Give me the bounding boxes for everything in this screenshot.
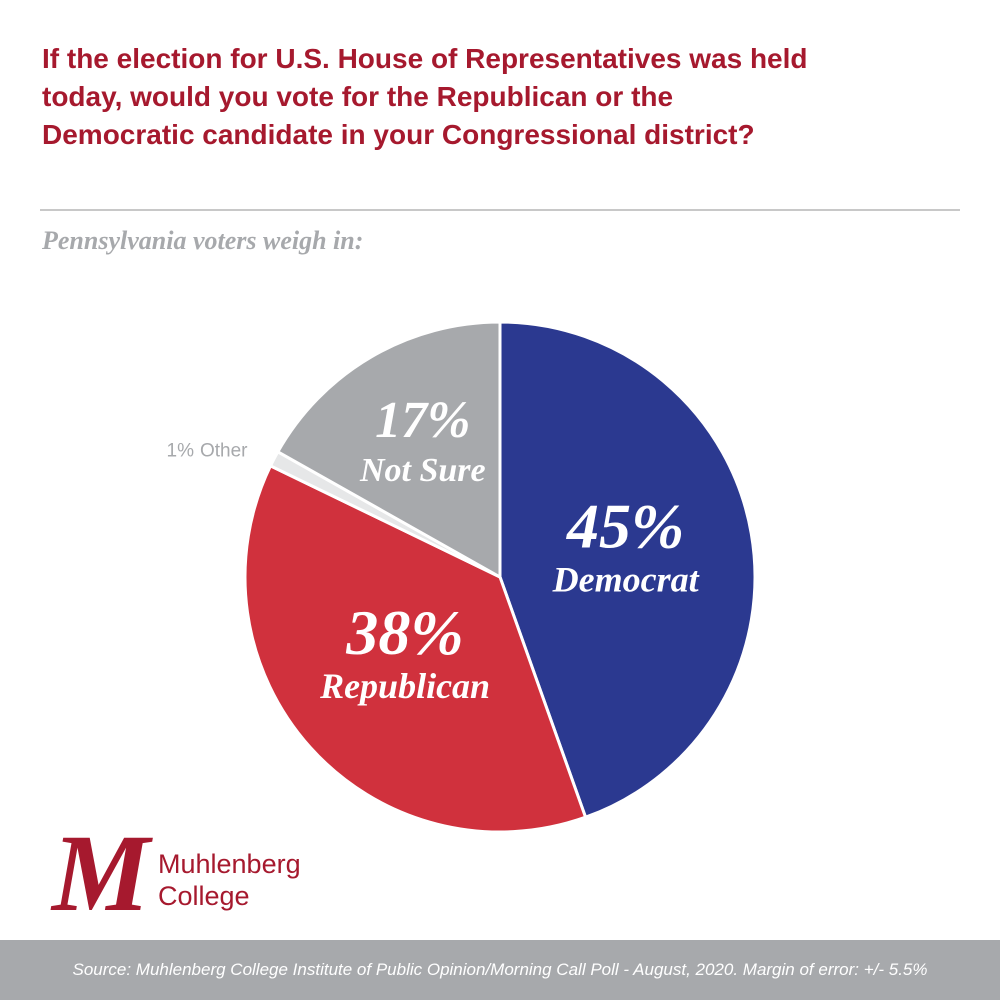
divider (40, 209, 960, 211)
value-label: 45% (566, 490, 684, 561)
logo: Muhlenberg College (158, 848, 301, 912)
chart-subtitle: Pennsylvania voters weigh in: (42, 226, 364, 255)
value-label: 1% (167, 440, 195, 461)
logo-text: Muhlenberg (158, 849, 301, 879)
category-label: Other (200, 440, 248, 461)
logo-mark: M (50, 812, 153, 934)
category-label: Republican (319, 666, 490, 706)
value-label: 38% (345, 597, 463, 668)
value-label: 17% (375, 392, 470, 449)
pie-slice (275, 320, 502, 580)
category-label: Democrat (552, 559, 700, 599)
footer: Source: Muhlenberg College Institute of … (0, 940, 1000, 1000)
chart-title: If the election for U.S. House of Repres… (42, 43, 808, 150)
logo-text: College (158, 881, 250, 911)
pie-slice (498, 320, 757, 820)
pie-slice (243, 463, 588, 834)
category-label: Not Sure (359, 452, 486, 489)
